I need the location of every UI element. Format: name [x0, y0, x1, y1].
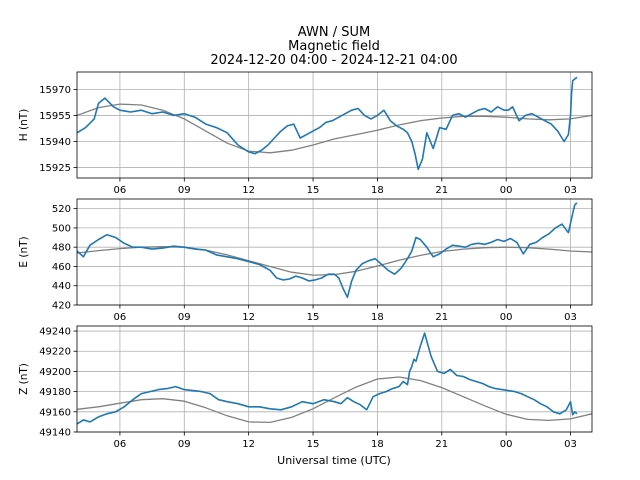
baseline-series-line: [77, 103, 592, 154]
y-tick-label: 460: [52, 262, 71, 273]
x-tick-label: 21: [435, 185, 448, 196]
x-tick-label: 12: [242, 185, 255, 196]
x-tick-label: 09: [178, 185, 191, 196]
y-tick-label: 49220: [39, 347, 71, 358]
x-tick-label: 00: [500, 312, 513, 323]
y-tick-label: 49200: [39, 367, 71, 378]
y-tick-label: 49140: [39, 428, 71, 439]
y-tick-label: 480: [52, 243, 71, 254]
x-tick-label: 15: [307, 439, 320, 450]
y-tick-label: 49160: [39, 407, 71, 418]
y-axis-label: H (nT): [18, 109, 30, 142]
x-tick-label: 06: [114, 312, 127, 323]
x-tick-label: 06: [114, 185, 127, 196]
x-tick-label: 09: [178, 312, 191, 323]
x-tick-label: 12: [242, 439, 255, 450]
panel-z: 06 09 12 15 18 21 00 03 49140 49160 49180 49200 4922…: [18, 325, 593, 450]
y-tick-label: 49180: [39, 387, 71, 398]
x-tick-label: 03: [564, 185, 577, 196]
axes-frame: [76, 71, 593, 179]
y-tick-label: 520: [52, 204, 71, 215]
x-tick-label: 21: [435, 439, 448, 450]
chart-title-date-range: 2024-12-20 04:00 - 2024-12-21 04:00: [210, 53, 458, 68]
panel-e: 06 09 12 15 18 21 00 03 420 440 460 480 500 520 E (nT): [18, 198, 593, 323]
x-tick-label: 15: [307, 185, 320, 196]
x-tick-label: 03: [564, 312, 577, 323]
measured-series-line: [77, 332, 578, 425]
x-axis-label: Universal time (UTC): [277, 454, 391, 467]
y-tick-label: 440: [52, 281, 71, 292]
y-tick-label: 15925: [39, 163, 71, 174]
y-tick-label: 500: [52, 223, 71, 234]
x-tick-label: 18: [371, 312, 384, 323]
x-tick-label: 21: [435, 312, 448, 323]
y-tick-label: 15940: [39, 137, 71, 148]
x-tick-label: 18: [371, 439, 384, 450]
y-tick-label: 420: [52, 301, 71, 312]
x-tick-label: 00: [500, 439, 513, 450]
y-tick-label: 49240: [39, 327, 71, 338]
x-tick-label: 06: [114, 439, 127, 450]
x-tick-label: 18: [371, 185, 384, 196]
y-axis-label: Z (nT): [18, 363, 30, 395]
y-tick-label: 15970: [39, 85, 71, 96]
measured-series-line: [77, 202, 578, 299]
x-tick-label: 15: [307, 312, 320, 323]
x-tick-label: 12: [242, 312, 255, 323]
axes-frame: [76, 198, 593, 306]
measured-series-line: [77, 76, 578, 171]
x-tick-label: 00: [500, 185, 513, 196]
baseline-series-line: [77, 376, 592, 424]
chart-title-subtitle: Magnetic field: [288, 39, 380, 54]
panel-h: 06 09 12 15 18 21 00 03 15925 15940 15955 15970 H (n…: [18, 71, 593, 196]
axes-frame: [76, 325, 593, 433]
x-tick-label: 03: [564, 439, 577, 450]
y-tick-label: 15955: [39, 111, 71, 122]
chart-title-station: AWN / SUM: [297, 25, 371, 40]
baseline-series-line: [77, 246, 592, 276]
y-axis-label: E (nT): [18, 236, 30, 267]
x-tick-label: 09: [178, 439, 191, 450]
